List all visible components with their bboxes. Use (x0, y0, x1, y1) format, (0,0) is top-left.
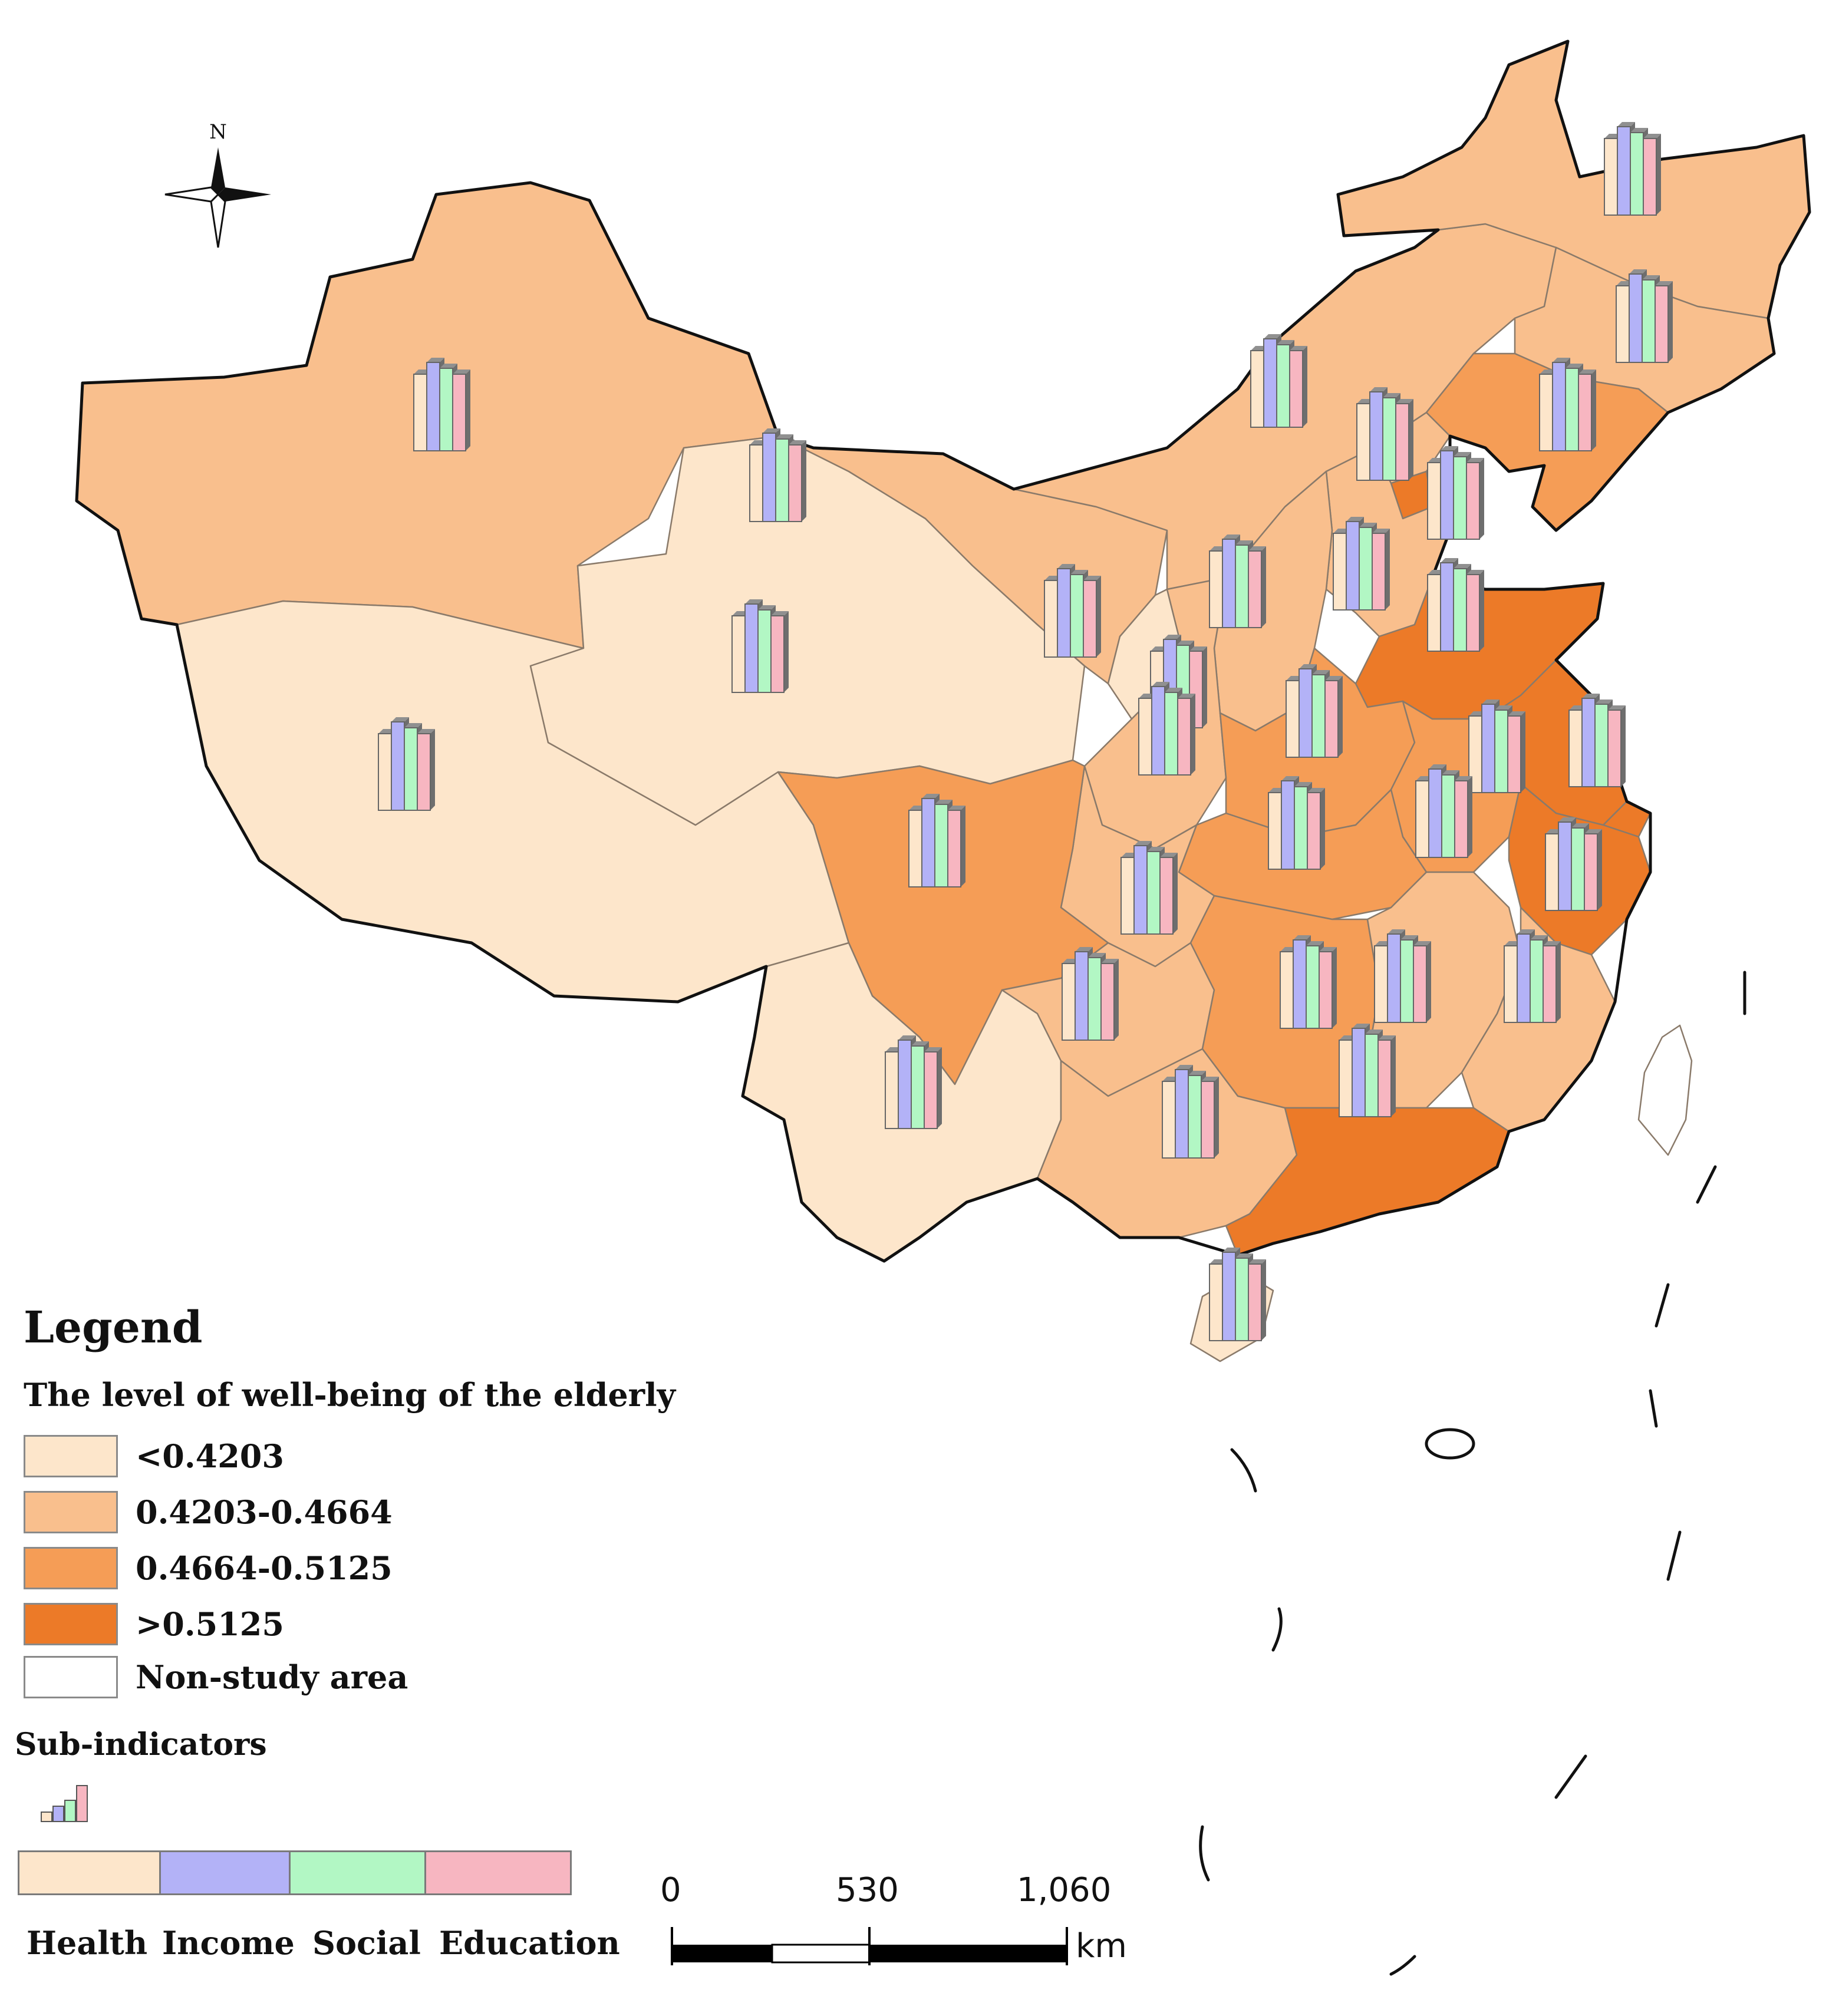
bar-glyph (1545, 817, 1602, 911)
bar-glyph (908, 794, 965, 887)
bar-glyph (1062, 947, 1119, 1041)
north-arrow: N (164, 120, 271, 248)
sub-indicator-icon (41, 1785, 88, 1822)
legend-label: 0.4203-0.4664 (136, 1493, 393, 1531)
scale-tick-0: 0 (660, 1871, 681, 1909)
bar-glyph (1504, 929, 1561, 1023)
scale-unit: km (1076, 1927, 1127, 1965)
bar-glyph (1280, 935, 1337, 1029)
legend-class-5: Non-study area (24, 1656, 408, 1698)
bar-glyph (1268, 776, 1325, 870)
legend-class-2: 0.4203-0.4664 (24, 1491, 393, 1533)
income-label: Income (162, 1924, 295, 1962)
sea-boundaries (1199, 971, 1746, 1976)
legend-label: <0.4203 (136, 1437, 284, 1475)
bar-glyph (1209, 534, 1266, 628)
bar-glyph (1120, 841, 1178, 935)
bar-glyph (1415, 764, 1472, 858)
bar-glyph (1356, 387, 1413, 481)
legend-swatch (24, 1435, 118, 1477)
sub-indicator-color-bar (18, 1850, 572, 1895)
legend-class-4: >0.5125 (24, 1603, 284, 1645)
bar-glyph (1250, 334, 1307, 428)
bar-glyph (885, 1035, 942, 1129)
sub-indicator-glyphs (378, 122, 1673, 1341)
bar-glyph (1044, 564, 1101, 658)
bar-glyph (749, 428, 806, 522)
education-swatch (426, 1852, 570, 1893)
legend-label: >0.5125 (136, 1605, 284, 1643)
legend-swatch (24, 1603, 118, 1645)
legend-class-3: 0.4664-0.5125 (24, 1547, 393, 1589)
health-label: Health (27, 1924, 148, 1962)
bar-glyph (413, 358, 470, 451)
legend-class-1: <0.4203 (24, 1435, 284, 1477)
bar-glyph (1138, 682, 1195, 776)
bar-glyph (731, 599, 789, 693)
sub-indicators-title: Sub-indicators (15, 1727, 267, 1763)
bar-glyph (1539, 358, 1596, 451)
legend-title: Legend (24, 1302, 203, 1353)
bar-glyph (378, 717, 435, 811)
legend-swatch (24, 1491, 118, 1533)
bar-glyph (1286, 664, 1343, 758)
social-label: Social (312, 1924, 421, 1962)
bar-glyph (1333, 517, 1390, 611)
bar-glyph (1209, 1248, 1266, 1341)
social-swatch (291, 1852, 426, 1893)
bar-glyph (1427, 558, 1484, 652)
education-label: Education (439, 1924, 620, 1962)
north-label: N (209, 120, 227, 144)
bar-glyph (1162, 1065, 1219, 1159)
legend-swatch (24, 1656, 118, 1698)
bar-glyph (1604, 122, 1661, 216)
legend-label: 0.4664-0.5125 (136, 1549, 393, 1587)
region-taiwan (1637, 1024, 1693, 1156)
legend-label: Non-study area (136, 1658, 408, 1696)
scale-tick-1: 530 (836, 1871, 899, 1909)
bar-glyph (1427, 446, 1484, 540)
legend-swatch (24, 1547, 118, 1589)
bar-glyph (1468, 700, 1525, 793)
bar-glyph (1616, 269, 1673, 363)
bar-glyph (1374, 929, 1431, 1023)
scale-tick-2: 1,060 (1017, 1871, 1112, 1909)
bar-glyph (1339, 1024, 1396, 1117)
bar-glyph (1568, 694, 1626, 787)
income-swatch (161, 1852, 291, 1893)
regions (75, 40, 1811, 1362)
scale-bar (671, 1927, 1068, 1965)
legend-subtitle: The level of well-being of the elderly (24, 1376, 676, 1414)
health-swatch (19, 1852, 161, 1893)
